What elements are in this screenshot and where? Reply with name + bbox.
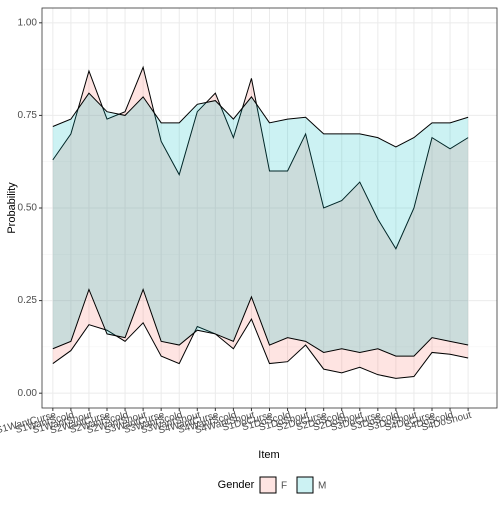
legend-swatch — [260, 477, 276, 493]
ribbon-area — [52, 67, 469, 379]
panel-border — [41, 7, 498, 409]
legend-swatch — [297, 477, 313, 493]
ribbon-upper-line — [52, 92, 469, 148]
y-tick-label: 0.25 — [18, 295, 38, 306]
y-tick-label: 1.00 — [18, 17, 38, 28]
ribbon-lower-line — [52, 288, 469, 357]
legend-key — [259, 476, 277, 494]
ribbon-area — [52, 93, 469, 357]
x-axis-title: Item — [258, 449, 279, 461]
y-axis-title: Probability — [6, 182, 18, 234]
ribbon-lower-line — [52, 318, 469, 379]
legend-label: M — [318, 481, 326, 492]
legend-title: Gender — [218, 479, 255, 491]
ribbon-upper-line — [52, 65, 469, 250]
legend-key — [296, 476, 314, 494]
y-tick-label: 0.50 — [18, 203, 38, 214]
legend-label: F — [281, 481, 287, 492]
y-tick-label: 0.75 — [18, 110, 38, 121]
y-tick-label: 0.00 — [18, 388, 38, 399]
